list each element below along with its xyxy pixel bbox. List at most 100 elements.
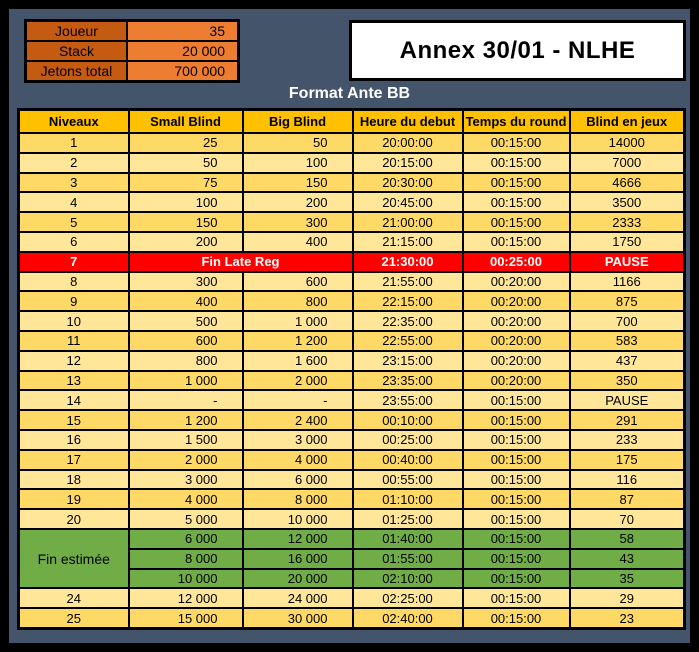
cell-small-blind: 75 [127,171,244,194]
cell-big-blind: 10 000 [241,508,354,530]
level-row-17: 17 2 000 4 000 00:40:00 00:15:00 175 [17,448,686,471]
cell-small-blind: 300 [127,270,244,293]
info-row-stack: Stack 20 000 [24,40,240,62]
level-row-fin-estimee-21: Fin estimée 6 000 12 000 01:40:00 00:15:00 58 [17,527,686,590]
cell-temps: 00:15:00 [461,132,571,154]
info-value-jetons-total: 700 000 [125,60,240,83]
cell-fin-estimee: Fin estimée [17,527,130,590]
cell-big-blind: - [241,389,354,412]
level-row-3: 3 75 150 20:30:00 00:15:00 4666 [17,171,686,194]
cell-blind: 3500 [568,191,686,214]
cell-big-blind: 600 [241,270,354,293]
cell-heure: 22:55:00 [351,329,464,352]
cell-small-blind: 25 [127,132,244,154]
cell-temps: 00:20:00 [461,310,571,332]
cell-blind: 4666 [568,171,686,194]
level-row-5: 5 150 300 21:00:00 00:15:00 2333 [17,211,686,233]
cell-temps: 00:15:00 [461,607,571,630]
cell-temps: 00:20:00 [461,349,571,372]
cell-niveau: 11 [17,329,130,352]
cell-blind: 29 [568,587,686,610]
cell-big-blind: 200 [241,191,354,214]
info-label-stack: Stack [24,40,128,62]
cell-small-blind: 8 000 [127,547,244,570]
cell-niveau: 10 [17,310,130,332]
cell-heure: 01:10:00 [351,488,464,511]
cell-big-blind: 100 [241,151,354,174]
cell-blind: 350 [568,369,686,392]
cell-small-blind: 6 000 [127,527,244,550]
level-row-15: 15 1 200 2 400 00:10:00 00:15:00 291 [17,409,686,431]
cell-small-blind: 5 000 [127,508,244,530]
cell-temps: 00:20:00 [461,369,571,392]
cell-niveau: 5 [17,211,130,233]
cell-small-blind: 200 [127,230,244,253]
cell-heure: 00:25:00 [351,428,464,451]
cell-big-blind: 8 000 [241,488,354,511]
cell-big-blind: 1 000 [241,310,354,332]
cell-blind: 1166 [568,270,686,293]
cell-big-blind: 4 000 [241,448,354,471]
cell-niveau: 25 [17,607,130,630]
cell-heure: 22:35:00 [351,310,464,332]
level-row-1: 1 25 50 20:00:00 00:15:00 14000 [17,132,686,154]
cell-blind: 2333 [568,211,686,233]
column-header-big-blind: Big Blind [241,108,354,134]
cell-small-blind: 1 200 [127,409,244,431]
cell-temps: 00:15:00 [461,448,571,471]
level-row-7: 7 Fin Late Reg 21:30:00 00:25:00 PAUSE [17,250,686,273]
annex-title-box: Annex 30/01 - NLHE [349,20,686,81]
cell-temps: 00:15:00 [461,171,571,194]
cell-blind: 1750 [568,230,686,253]
cell-temps: 00:15:00 [461,211,571,233]
cell-temps: 00:15:00 [461,191,571,214]
cell-big-blind: 2 000 [241,369,354,392]
cell-blind: 700 [568,310,686,332]
level-row-2: 2 50 100 20:15:00 00:15:00 7000 [17,151,686,174]
cell-blind: 583 [568,329,686,352]
cell-temps: 00:15:00 [461,488,571,511]
cell-big-blind: 30 000 [241,607,354,630]
cell-blind: 43 [568,547,686,570]
level-row-16: 16 1 500 3 000 00:25:00 00:15:00 233 [17,428,686,451]
cell-small-blind: 3 000 [127,468,244,491]
cell-niveau: 24 [17,587,130,610]
cell-heure: 01:55:00 [351,547,464,570]
cell-niveau: 4 [17,191,130,214]
cell-big-blind: 6 000 [241,468,354,491]
cell-big-blind: 16 000 [241,547,354,570]
level-row-18: 18 3 000 6 000 00:55:00 00:15:00 116 [17,468,686,491]
cell-small-blind: 100 [127,191,244,214]
cell-temps: 00:25:00 [461,250,571,273]
level-row-6: 6 200 400 21:15:00 00:15:00 1750 [17,230,686,253]
cell-heure: 21:00:00 [351,211,464,233]
cell-blind: 437 [568,349,686,372]
cell-niveau: 6 [17,230,130,253]
annex-title: Annex 30/01 - NLHE [399,36,636,64]
level-row-19: 19 4 000 8 000 01:10:00 00:15:00 87 [17,488,686,511]
cell-big-blind: 24 000 [241,587,354,610]
cell-blind: 875 [568,290,686,313]
cell-niveau: 20 [17,508,130,530]
cell-heure: 00:40:00 [351,448,464,471]
info-panel: Joueur 35 Stack 20 000 Jetons total 700 … [24,19,240,83]
cell-heure: 22:15:00 [351,290,464,313]
cell-temps: 00:15:00 [461,527,571,550]
cell-blind: 14000 [568,132,686,154]
cell-blind: 116 [568,468,686,491]
cell-heure: 23:55:00 [351,389,464,412]
blinds-table: Niveaux Small Blind Big Blind Heure du debu… [17,108,686,630]
cell-blind: 291 [568,409,686,431]
info-row-jetons-total: Jetons total 700 000 [24,60,240,83]
cell-heure: 20:00:00 [351,132,464,154]
cell-niveau: 3 [17,171,130,194]
cell-small-blind: - [127,389,244,412]
cell-temps: 00:15:00 [461,389,571,412]
format-subtitle: Format Ante BB [288,85,411,102]
cell-heure: 20:45:00 [351,191,464,214]
cell-small-blind: 4 000 [127,488,244,511]
level-row-25: 25 15 000 30 000 02:40:00 00:15:00 23 [17,607,686,630]
column-header-small-blind: Small Blind [127,108,244,134]
cell-temps: 00:15:00 [461,409,571,431]
